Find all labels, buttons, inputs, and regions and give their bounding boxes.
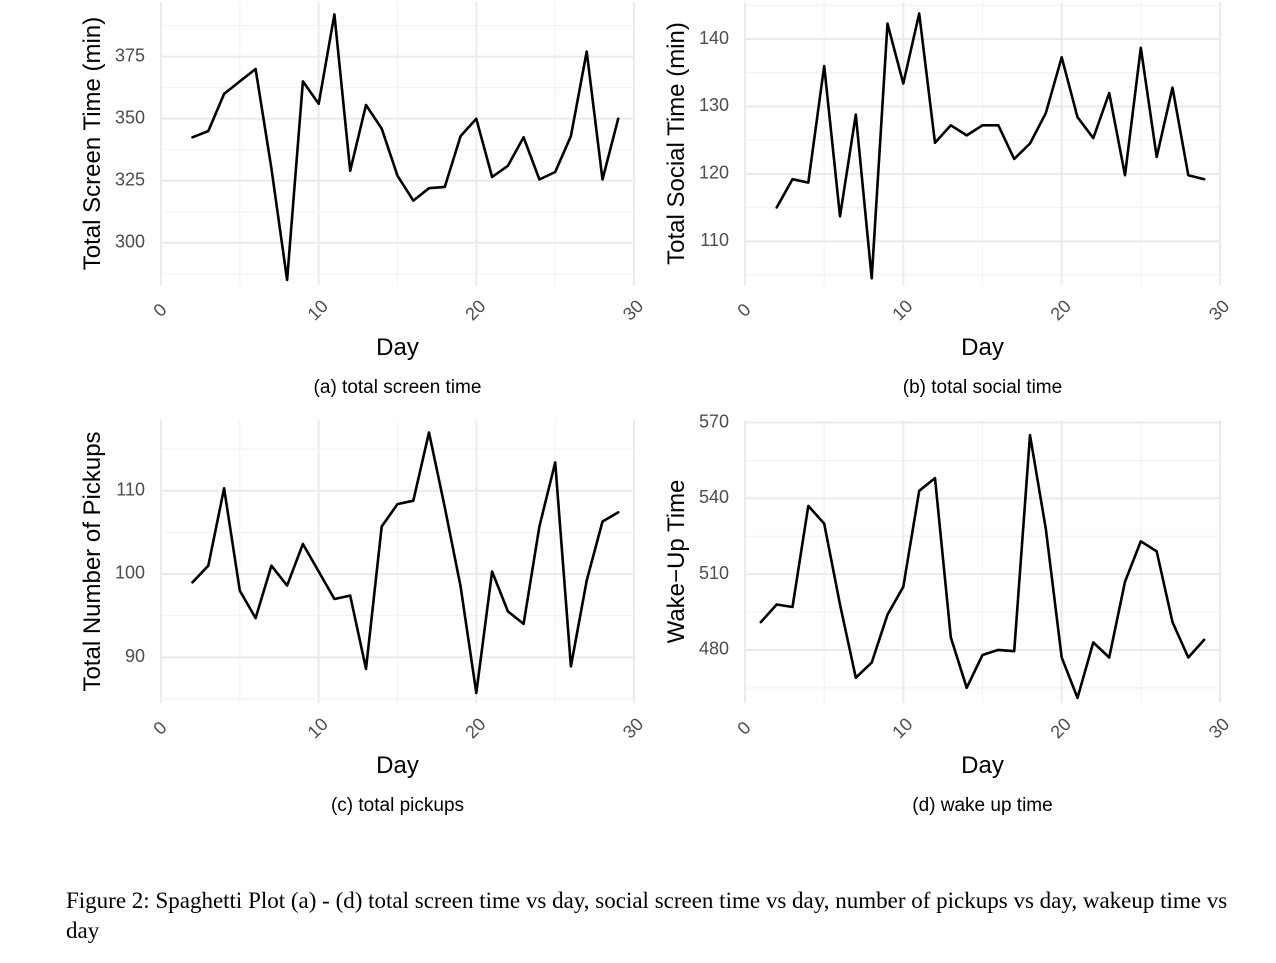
y-tick-label: 100 [115, 563, 145, 583]
x-tick-label: 0 [150, 300, 171, 321]
series-line [191, 13, 620, 282]
x-tick-label: 30 [1205, 296, 1233, 324]
x-tick-label: 0 [734, 300, 755, 321]
panel-subcaption: (a) total screen time [314, 377, 482, 398]
y-axis-label: Total Screen Time (min) [79, 17, 106, 270]
chart-panel-2: 0 10 20 30 90 100 110 Day Total Number of Pickup… [79, 420, 647, 816]
y-tick-label: 110 [116, 480, 145, 500]
y-tick-label: 350 [115, 107, 145, 127]
panel-subcaption: (c) total pickups [331, 795, 464, 816]
panel-subcaption: (d) wake up time [912, 795, 1052, 816]
x-tick-label: 0 [734, 718, 755, 739]
y-tick-label: 300 [115, 232, 145, 252]
y-axis-label: Wake−Up Time [663, 480, 690, 644]
chart-panel-1: 0 10 20 30 110 120 130 140 Day Total Social Time … [663, 2, 1233, 398]
y-tick-label: 375 [115, 45, 145, 65]
figure-caption: Figure 2: Spaghetti Plot (a) - (d) total… [66, 888, 1228, 943]
y-tick-label: 480 [699, 639, 729, 659]
x-tick-label: 30 [619, 714, 647, 742]
x-tick-label: 20 [1047, 714, 1075, 742]
x-tick-label: 30 [619, 296, 647, 324]
y-tick-label: 110 [700, 230, 729, 250]
y-tick-label: 90 [125, 646, 145, 666]
chart-panel-3: 0 10 20 30 480 510 540 570 Day Wake−Up Time (d) wa… [663, 411, 1233, 816]
y-tick-label: 540 [699, 487, 729, 507]
y-tick-label: 120 [699, 163, 729, 183]
y-tick-label: 570 [699, 411, 729, 431]
series-line [775, 12, 1206, 280]
x-axis-label: Day [961, 752, 1004, 779]
x-axis-label: Day [376, 752, 419, 779]
panel-subcaption: (b) total social time [903, 377, 1062, 398]
y-tick-label: 140 [699, 28, 729, 48]
series-line [191, 431, 620, 695]
x-axis-label: Day [961, 334, 1004, 361]
x-tick-label: 20 [461, 714, 489, 742]
x-tick-label: 20 [461, 296, 489, 324]
x-tick-label: 0 [150, 718, 171, 739]
y-tick-label: 130 [699, 95, 729, 115]
y-tick-label: 510 [699, 563, 729, 583]
y-tick-label: 325 [115, 169, 145, 189]
x-axis-label: Day [376, 334, 419, 361]
x-tick-label: 20 [1047, 296, 1075, 324]
x-tick-label: 30 [1205, 714, 1233, 742]
x-tick-label: 10 [888, 296, 916, 324]
x-tick-label: 10 [304, 296, 332, 324]
x-tick-label: 10 [304, 714, 332, 742]
y-axis-label: Total Social Time (min) [663, 22, 690, 265]
chart-panel-0: 0 10 20 30 300 325 350 375 Day Total Screen Time … [79, 2, 647, 398]
x-tick-label: 10 [888, 714, 916, 742]
series-line [759, 433, 1206, 700]
y-axis-label: Total Number of Pickups [79, 431, 106, 691]
